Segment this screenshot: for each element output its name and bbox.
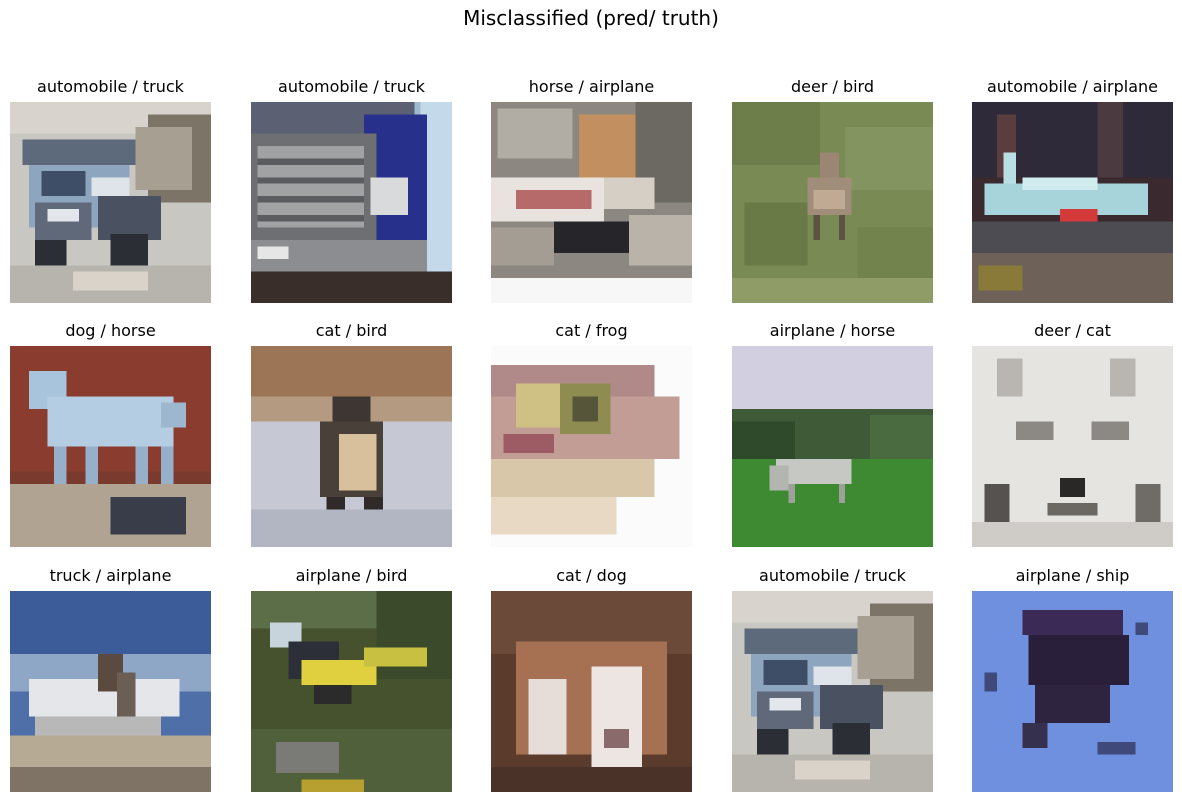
panel-title: airplane / ship — [1015, 566, 1130, 585]
panel-title: deer / bird — [790, 77, 875, 96]
truck-image — [732, 591, 933, 792]
truck-image — [10, 102, 211, 303]
jet-runway-image — [972, 102, 1173, 303]
panel-title: cat / frog — [555, 321, 628, 340]
panel-title: horse / airplane — [528, 77, 655, 96]
truck-grille-image — [251, 102, 452, 303]
panel-title: cat / dog — [556, 566, 627, 585]
bird-grass-image — [732, 102, 933, 303]
cat-sketch-image — [972, 346, 1173, 547]
panel-title: deer / cat — [1034, 321, 1111, 340]
panel-title: automobile / truck — [37, 77, 184, 96]
panel-title: automobile / truck — [759, 566, 906, 585]
puppy-image — [491, 591, 692, 792]
grazing-horse-image — [732, 346, 933, 547]
panel-title: automobile / airplane — [986, 77, 1159, 96]
panel-title: airplane / horse — [769, 321, 896, 340]
frog-image — [491, 346, 692, 547]
panel-title: dog / horse — [65, 321, 156, 340]
figure-title: Misclassified (pred/ truth) — [463, 6, 719, 30]
yellow-bird-image — [251, 591, 452, 792]
panel-title: truck / airplane — [49, 566, 172, 585]
aircraft-ground-image — [10, 591, 211, 792]
toy-horse-image — [10, 346, 211, 547]
penguin-image — [251, 346, 452, 547]
ship-silhouette-image — [972, 591, 1173, 792]
airplane-hangar-image — [491, 102, 692, 303]
panel-title: automobile / truck — [278, 77, 425, 96]
panel-title: cat / bird — [315, 321, 388, 340]
panel-title: airplane / bird — [295, 566, 408, 585]
